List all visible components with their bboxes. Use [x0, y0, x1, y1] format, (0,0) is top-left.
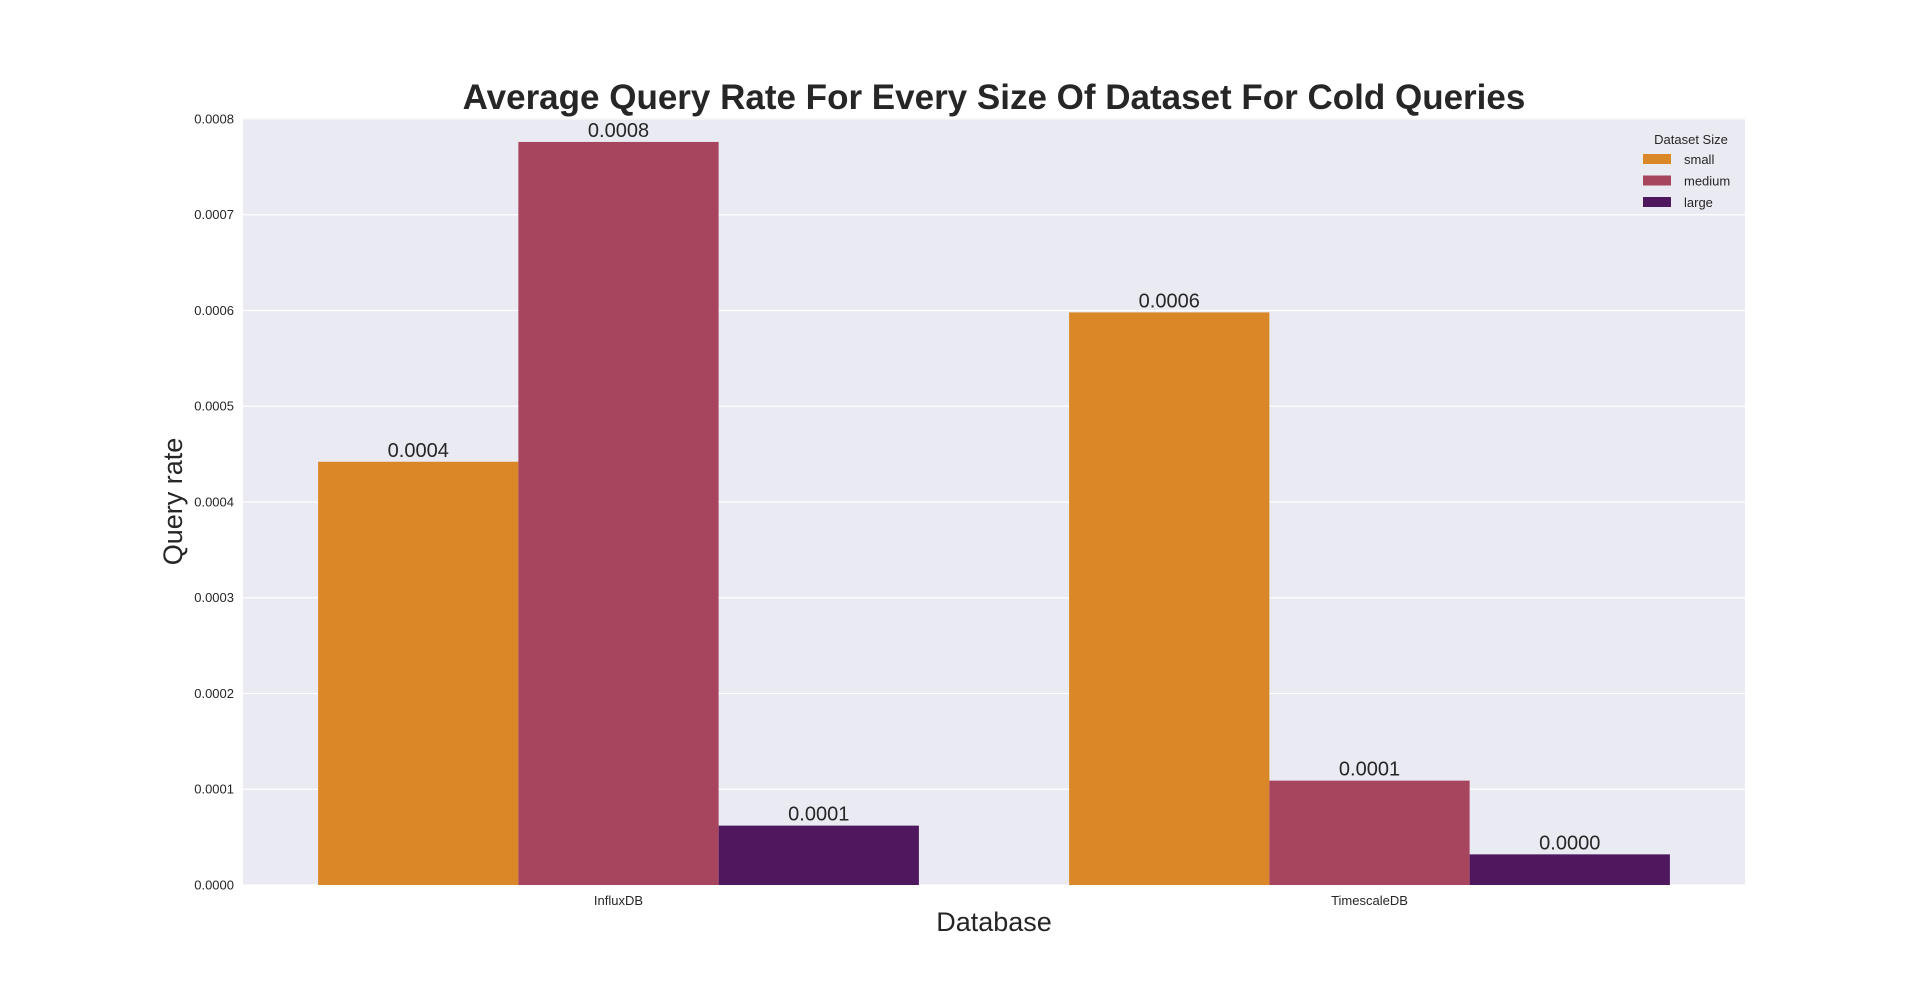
legend-title: Dataset Size [1654, 132, 1728, 147]
legend: Dataset Size small medium large [1643, 132, 1730, 210]
bar-data-label: 0.0004 [388, 440, 449, 462]
bar-data-label: 0.0008 [588, 120, 649, 142]
y-axis-label: Query rate [158, 438, 188, 566]
legend-label: small [1684, 152, 1714, 167]
legend-label: medium [1684, 174, 1730, 189]
bars [318, 141, 1670, 885]
legend-label: large [1684, 195, 1713, 210]
bar-data-label: 0.0001 [1339, 759, 1400, 781]
legend-swatch-small [1643, 154, 1671, 164]
bar-small-influxdb [318, 461, 519, 885]
legend-swatch-large [1643, 197, 1671, 207]
y-tick-label: 0.0008 [194, 111, 234, 126]
y-tick-label: 0.0002 [194, 686, 234, 701]
bar-data-labels: 0.0004 0.0008 0.0001 0.0006 0.0001 0.0000 [388, 120, 1601, 854]
y-tick-label: 0.0001 [194, 782, 234, 797]
x-tick-label: InfluxDB [594, 893, 643, 908]
y-tick-label: 0.0006 [194, 303, 234, 318]
y-tick-label: 0.0000 [194, 878, 234, 893]
bar-small-timescaledb [1069, 312, 1270, 885]
bar-data-label: 0.0001 [788, 804, 849, 826]
bar-data-label: 0.0006 [1139, 290, 1200, 312]
y-tick-label: 0.0004 [194, 494, 234, 509]
legend-swatch-medium [1643, 175, 1671, 186]
y-tick-label: 0.0007 [194, 207, 234, 222]
chart-title: Average Query Rate For Every Size Of Dat… [463, 78, 1526, 117]
bar-large-influxdb [718, 825, 919, 885]
bar-medium-influxdb [518, 141, 719, 885]
y-axis-ticks: 0.0000 0.0001 0.0002 0.0003 0.0004 0.0005 0.00… [194, 111, 234, 892]
x-tick-label: TimescaleDB [1331, 893, 1408, 908]
x-axis-label: Database [936, 907, 1052, 937]
bar-medium-timescaledb [1269, 780, 1470, 885]
y-tick-label: 0.0003 [194, 590, 234, 605]
x-axis-ticks: InfluxDB TimescaleDB [594, 893, 1408, 908]
y-tick-label: 0.0005 [194, 399, 234, 414]
bar-data-label: 0.0000 [1539, 832, 1600, 854]
bar-large-timescaledb [1469, 854, 1670, 885]
